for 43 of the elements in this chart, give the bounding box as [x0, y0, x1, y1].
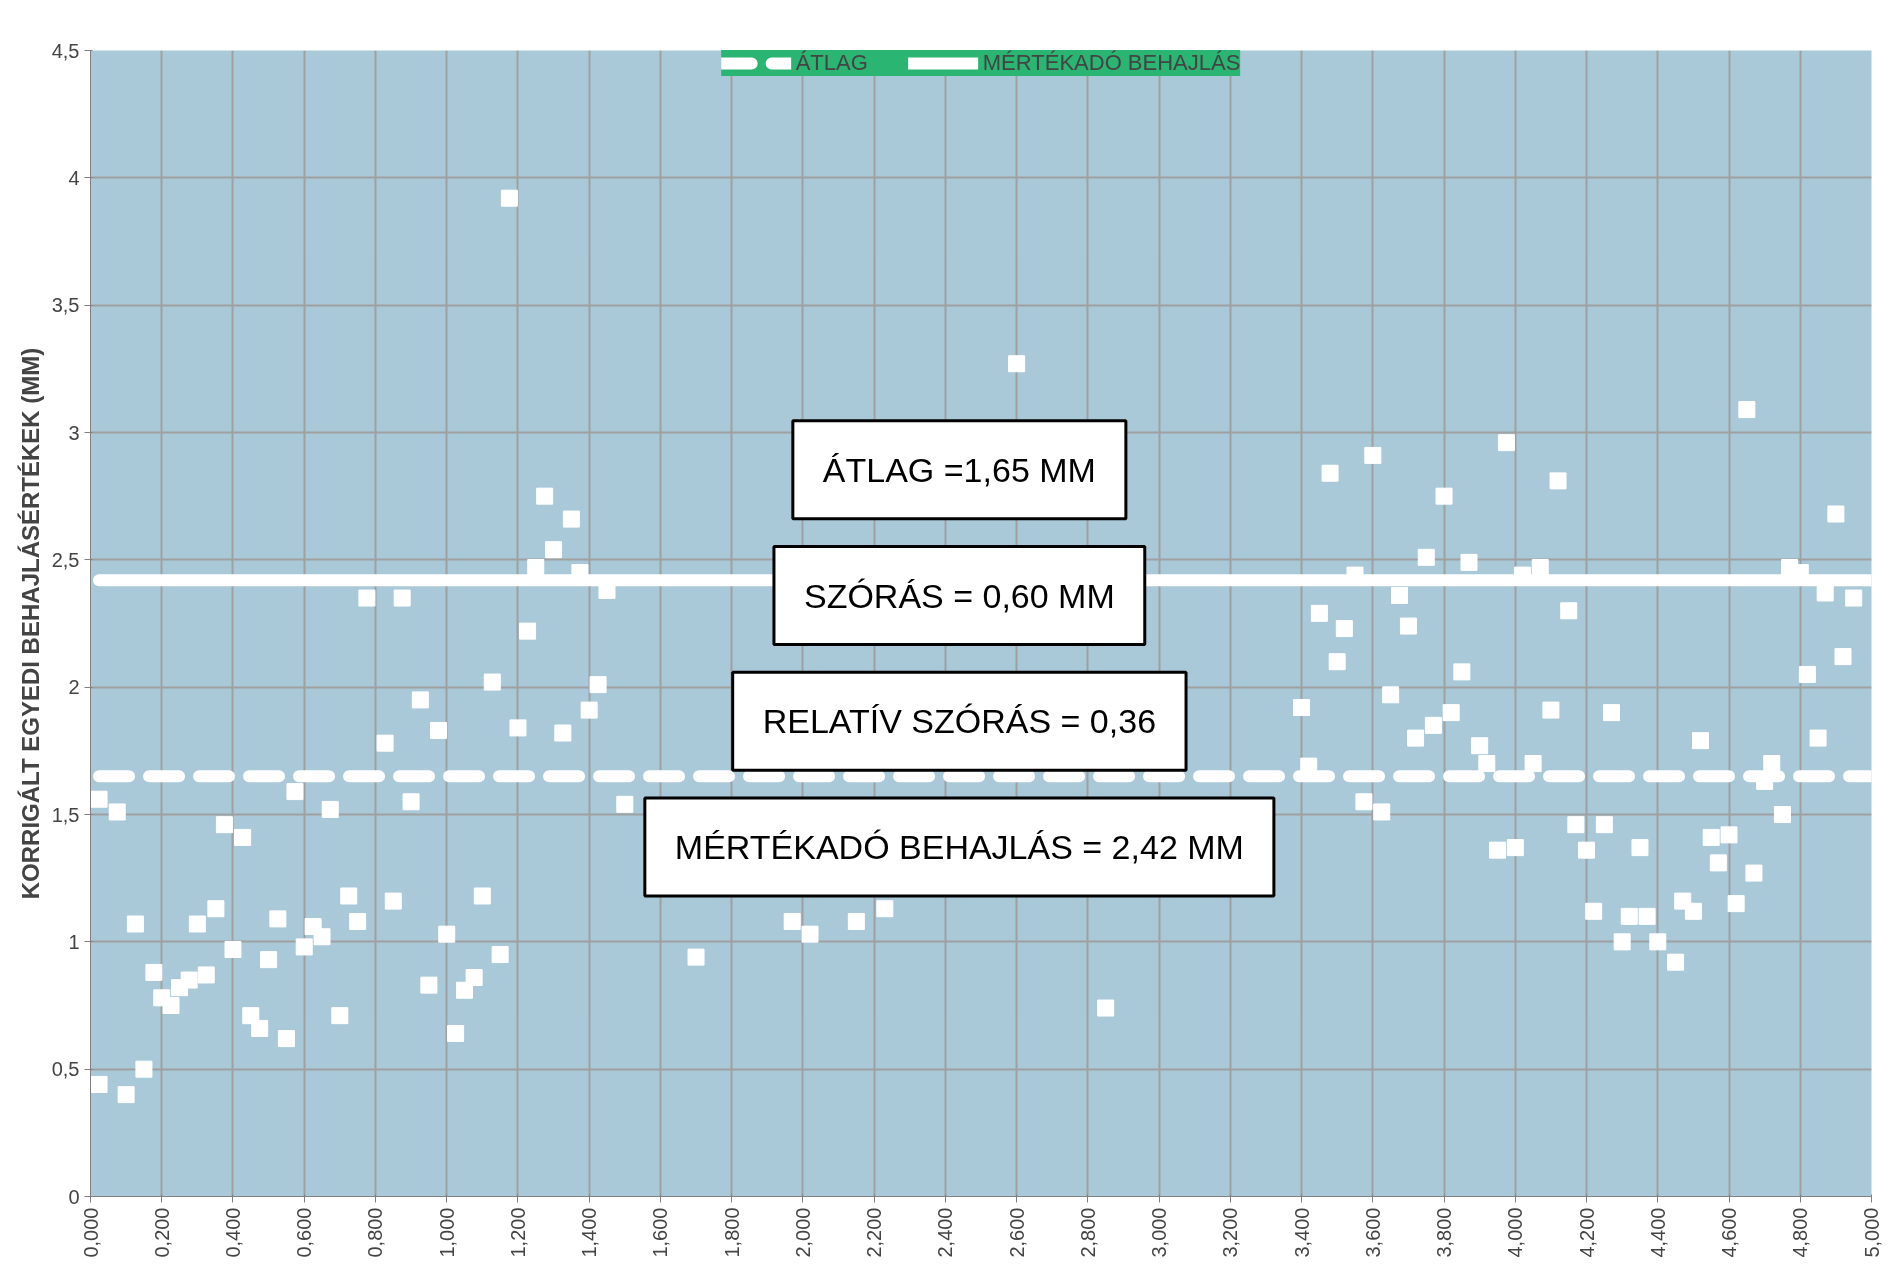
- x-tick-label: 2,600: [1005, 1207, 1028, 1258]
- y-tick-label: 1: [68, 930, 80, 953]
- x-tick-label: 4,000: [1504, 1207, 1527, 1258]
- x-tick-label: 1,000: [435, 1207, 458, 1258]
- x-tick-label: 2,800: [1076, 1207, 1099, 1258]
- y-tick-label: 0: [68, 1185, 80, 1208]
- x-tick-label: 3,800: [1433, 1207, 1456, 1258]
- legend-label: ÁTLAG: [795, 50, 868, 76]
- x-tick-label: 3,600: [1361, 1207, 1384, 1258]
- x-tick-label: 3,400: [1290, 1207, 1313, 1258]
- annotation: MÉRTÉKADÓ BEHAJLÁS = 2,42 MM: [674, 828, 1244, 867]
- x-tick-label: 1,400: [578, 1207, 601, 1258]
- x-tick-label: 0,400: [221, 1207, 244, 1258]
- x-tick-label: 3,000: [1148, 1207, 1171, 1258]
- y-tick-label: 3,5: [51, 294, 80, 317]
- y-tick-label: 2: [68, 676, 80, 699]
- annotation: ÁTLAG =1,65 MM: [822, 450, 1096, 489]
- x-tick-label: 0,600: [293, 1207, 316, 1258]
- legend-label: MÉRTÉKADÓ BEHAJLÁS: [982, 50, 1241, 76]
- x-tick-label: 0,800: [364, 1207, 387, 1258]
- x-tick-label: 2,400: [934, 1207, 957, 1258]
- y-tick-label: 3: [68, 421, 80, 444]
- y-tick-label: 0,5: [51, 1058, 80, 1081]
- x-tick-label: 1,800: [720, 1207, 743, 1258]
- x-tick-label: 5,000: [1860, 1207, 1883, 1258]
- x-tick-label: 3,200: [1219, 1207, 1242, 1258]
- x-tick-label: 4,600: [1718, 1207, 1741, 1258]
- x-tick-label: 2,200: [863, 1207, 886, 1258]
- x-tick-label: 4,800: [1789, 1207, 1812, 1258]
- y-tick-label: 2,5: [51, 548, 80, 571]
- y-axis-title: KORRIGÁLT EGYEDI BEHAJLÁSÉRTÉKEK (MM): [16, 347, 44, 900]
- x-tick-label: 4,200: [1575, 1207, 1598, 1258]
- x-tick-label: 1,600: [649, 1207, 672, 1258]
- y-tick-label: 4,5: [51, 39, 80, 62]
- y-tick-label: 4: [68, 166, 80, 189]
- annotation: SZÓRÁS = 0,60 MM: [803, 576, 1115, 615]
- y-tick-label: 1,5: [51, 803, 80, 826]
- x-tick-label: 4,400: [1646, 1207, 1669, 1258]
- x-tick-label: 0,000: [79, 1207, 102, 1258]
- x-tick-label: 2,000: [791, 1207, 814, 1258]
- x-tick-label: 0,200: [150, 1207, 173, 1258]
- annotation: RELATÍV SZÓRÁS = 0,36: [762, 702, 1157, 741]
- x-tick-label: 1,200: [506, 1207, 529, 1258]
